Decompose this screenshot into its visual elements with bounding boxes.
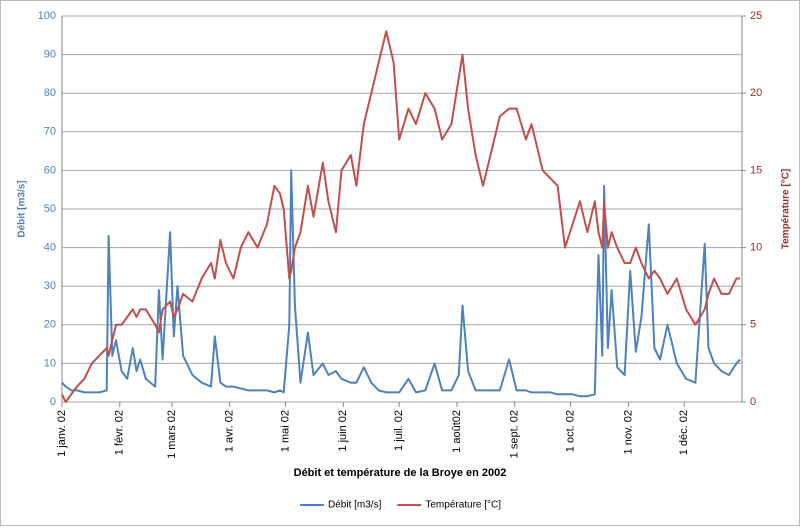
y-tick-label: 80 [44,87,56,99]
y2-tick-label: 0 [750,396,756,408]
x-tick-label: 1 févr. 02 [114,410,126,455]
x-tick-label: 1 janv. 02 [56,410,68,457]
x-tick-label: 1 mai 02 [279,410,291,452]
x-tick-label: 1 juin 02 [337,410,349,452]
x-tick-label: 1 juil. 02 [393,410,405,451]
y-tick-label: 60 [44,164,56,176]
x-tick-label: 1 sept. 02 [509,410,521,458]
y2-tick-label: 25 [750,10,762,22]
chart-title: Débit et température de la Broye en 2002 [294,467,507,479]
legend-label: Température [°C] [425,500,501,511]
y-tick-label: 0 [50,396,56,408]
x-tick-label: 1 avr. 02 [224,410,236,452]
y2-tick-label: 20 [750,87,762,99]
y-tick-label: 10 [44,357,56,369]
x-tick-label: 1 nov. 02 [622,410,634,454]
y-tick-label: 30 [44,280,56,292]
series-line [61,169,741,398]
series-line [61,30,741,403]
y2-axis-label: Température [°C] [781,169,792,250]
x-tick-label: 1 mars 02 [166,410,178,459]
y-tick-label: 100 [38,10,56,22]
y-tick-label: 70 [44,126,56,138]
y-tick-label: 90 [44,49,56,61]
y2-tick-label: 10 [750,242,762,254]
y-tick-label: 40 [44,242,56,254]
y-axis-label: Débit [m3/s] [17,180,28,237]
y2-tick-label: 5 [750,319,756,331]
y-tick-label: 50 [44,203,56,215]
x-tick-label: 1 oct. 02 [565,410,577,452]
legend-label: Débit [m3/s] [328,500,382,511]
y2-tick-label: 15 [750,164,762,176]
x-tick-label: 1 août02 [451,410,463,453]
x-tick-label: 1 déc. 02 [678,410,690,455]
y-tick-label: 20 [44,319,56,331]
